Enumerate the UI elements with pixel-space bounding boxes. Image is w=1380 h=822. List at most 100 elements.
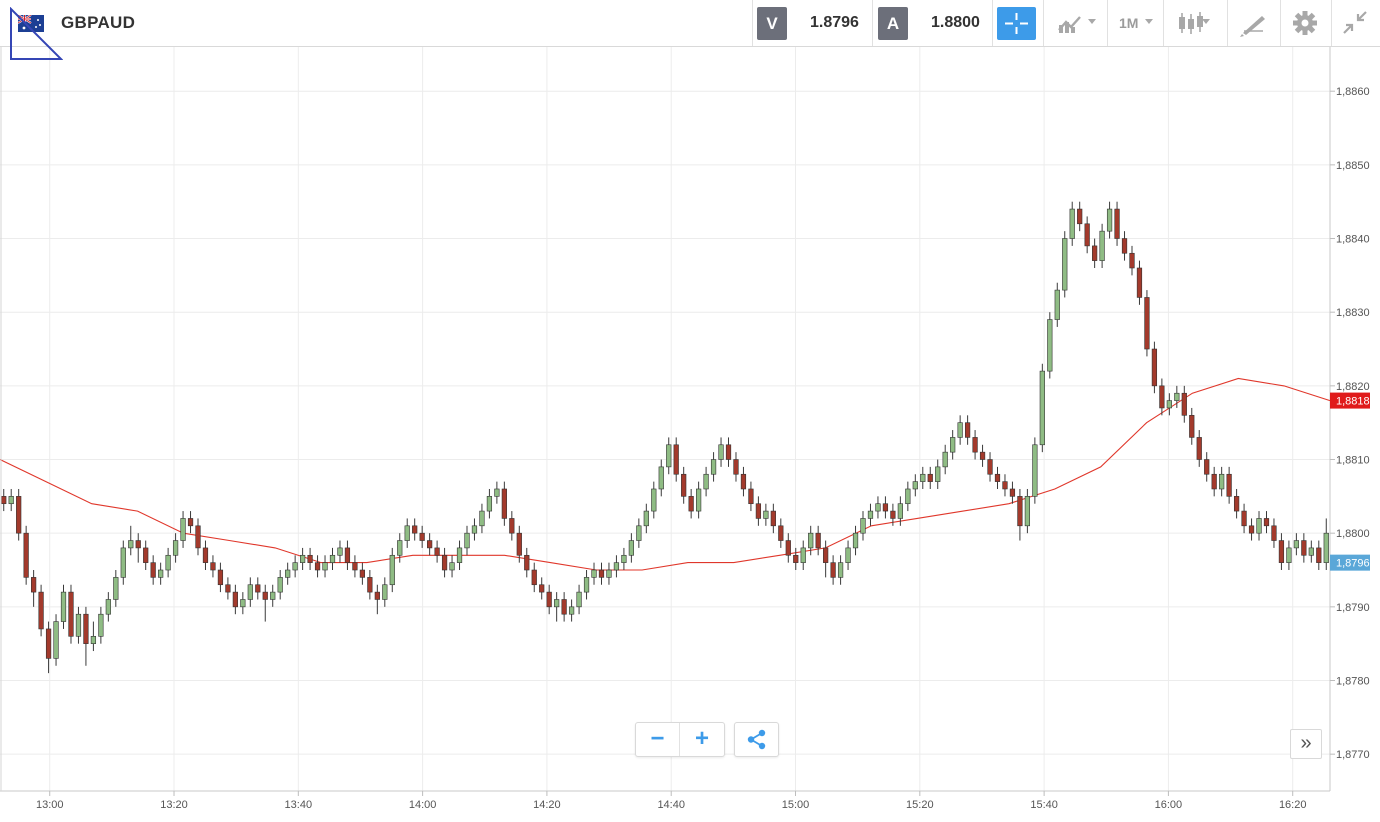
crosshair-button[interactable] [997,7,1036,40]
candle-body [1024,496,1031,527]
sell-tag[interactable]: V [757,7,787,40]
candle-body [105,599,111,615]
candle-body [1099,230,1105,261]
collapse-button[interactable] [1332,0,1378,46]
candle-style-button[interactable] [1168,0,1226,46]
y-tick-label: 1,8850 [1336,160,1370,172]
sell-price[interactable]: 1.8796 [810,14,859,31]
candle-body [920,473,926,482]
candle-body [658,466,664,490]
candle-body [90,636,97,644]
candle-body [23,532,29,578]
candle-body [172,540,179,556]
candle-body [1166,400,1172,409]
x-tick-label: 15:20 [906,799,934,811]
toolbar-divider [872,0,873,46]
candle-body [755,503,762,519]
crosshair-icon [1005,13,1028,34]
share-button[interactable] [734,722,779,757]
candle-body [972,437,978,453]
candle-body [150,562,156,578]
candle-body [987,459,993,475]
gear-icon [1293,11,1317,35]
x-tick-label: 14:40 [657,799,685,811]
y-tick-label: 1,8840 [1336,234,1370,246]
candle-body [1092,245,1098,261]
candle-body [1136,267,1143,298]
y-tick-label: 1,8800 [1336,528,1370,540]
x-tick-label: 15:40 [1030,799,1058,811]
candle-body [770,510,776,527]
candle-body [262,591,268,600]
candle-body [1151,348,1158,387]
candle-body [516,532,522,556]
candle-body [942,451,948,468]
candle-body [598,569,605,578]
candle-body [374,591,380,600]
candle-body [16,496,22,534]
candle-body [187,518,194,527]
zoom-out-button[interactable]: − [636,723,680,756]
candle-body [1248,525,1255,534]
candle-body [725,444,732,460]
candle-body [957,422,963,438]
moving-average-layer [0,377,1331,571]
chart-type-button[interactable] [1050,0,1106,46]
x-tick-label: 14:20 [533,799,561,811]
toolbar-divider [752,0,753,46]
y-tick-label: 1,8860 [1336,86,1370,98]
candle-body [135,540,141,549]
candle-body [688,496,694,512]
candle-body [912,481,918,490]
y-tick-label: 1,8810 [1336,455,1370,467]
candle-body [389,554,395,586]
drawing-tools-button[interactable] [1228,0,1280,46]
candle-body [1263,518,1270,527]
candle-body [434,547,440,556]
candle-body [501,488,507,519]
candle-body [613,562,620,571]
buy-price[interactable]: 1.8800 [931,14,980,31]
candle-body [1062,238,1068,291]
candle-body [128,540,134,549]
candle-body [419,532,425,541]
candle-body [950,437,956,453]
candle-body [1121,238,1128,254]
candle-body [815,532,821,549]
candle-body [845,547,851,563]
candle-body [740,473,747,490]
candle-body [1226,473,1232,497]
toolbar-divider [1227,0,1228,46]
candle-body [568,606,575,615]
candle-body [337,547,343,556]
buy-tag[interactable]: A [878,7,908,40]
last-price-tag-bg [1330,554,1370,571]
timeframe-button[interactable]: 1M [1108,0,1162,46]
settings-button[interactable] [1281,0,1331,46]
y-axis-labels: 1,88601,88501,88401,88301,88201,88101,88… [1330,86,1370,761]
candle-body [554,599,560,608]
candle-body [449,562,455,571]
x-tick-label: 13:40 [285,799,313,811]
toolbar-divider [1107,0,1108,46]
candle-body [852,532,859,549]
candle-body [1233,496,1240,512]
candle-body [1159,385,1165,409]
candle-body [1047,319,1053,372]
candle-body [217,569,224,586]
candle-body [621,554,627,563]
candle-body [1189,415,1195,438]
scroll-to-latest-button[interactable]: » [1290,729,1322,759]
candle-body [464,532,470,549]
moving-average-line [0,377,1331,571]
candle-body [1293,540,1299,549]
zoom-in-button[interactable]: + [694,725,709,752]
toolbar-divider [992,0,993,46]
candle-body [1,496,7,505]
candle-body [539,584,545,593]
candle-body [1114,208,1120,239]
candle-body [382,584,388,600]
price-chart[interactable]: 1,88601,88501,88401,88301,88201,88101,88… [0,47,1380,822]
candle-body [531,569,537,586]
zoom-controls: − + [635,722,725,757]
